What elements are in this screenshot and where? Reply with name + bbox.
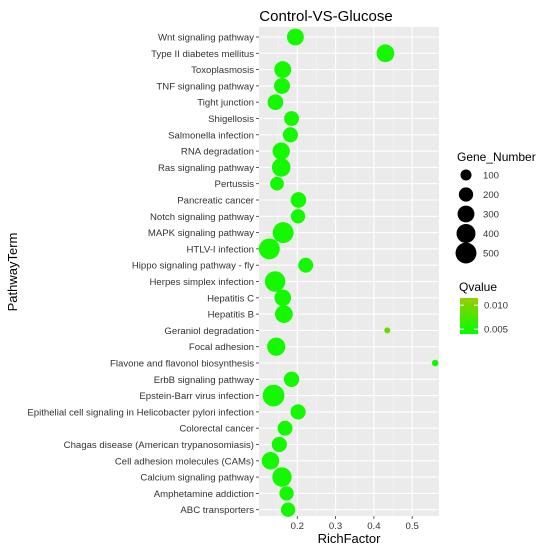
data-point [267,94,284,111]
y-tick-label: Type II diabetes mellitus [151,49,254,60]
y-tick-label: Shigellosis [208,114,254,125]
size-legend-dot [458,187,474,202]
size-legend-title: Gene_Number [457,150,536,164]
plot-panel [259,27,439,516]
data-point [290,192,307,208]
y-tick-label: MAPK signaling pathway [148,228,254,239]
y-tick-label: Wnt signaling pathway [158,33,254,44]
data-point [267,337,286,356]
data-point [264,271,286,292]
size-legend-dot [460,169,472,181]
color-bar [460,298,478,334]
x-tick-label: 0.5 [406,521,419,532]
y-tick-label: Geraniol degradation [164,326,254,337]
y-tick-label: Cell adhesion molecules (CAMs) [115,456,254,467]
color-legend-ticks: 0.005 0.010 [460,301,508,336]
data-point [286,28,304,46]
y-tick-label: Hippo signaling pathway - fly [132,261,254,272]
data-point [274,77,290,94]
size-legend-label: 400 [483,229,499,240]
y-tick-label: Hepatitis C [207,293,254,304]
y-tick-label: Pertussis [215,179,255,190]
size-legend-dot [457,205,475,223]
size-legend-dot [455,242,477,264]
data-point [283,371,300,387]
data-point [279,486,294,501]
data-point [270,176,284,191]
data-point [282,127,298,143]
y-tick-label: ABC transporters [180,505,254,516]
y-tick-label: Tight junction [197,98,254,109]
data-point [280,502,296,517]
y-tick-label: Epithelial cell signaling in Helicobacte… [27,407,254,418]
y-tick-label: Toxoplasmosis [191,65,254,76]
y-tick-label: Amphetamine addiction [154,489,254,500]
data-point [271,436,287,453]
data-point [274,289,292,307]
x-axis-title: RichFactor [318,531,382,546]
size-legend-dot [456,224,476,243]
y-tick-label: Calcium signaling pathway [140,473,254,484]
y-tick-label: Pancreatic cancer [177,196,255,207]
y-tick-label: RNA degradation [181,147,254,158]
y-tick-label: Notch signaling pathway [150,212,254,223]
x-tick-label: 0.4 [367,521,381,532]
x-tick-labels: 0.2 0.3 0.4 0.5 [291,516,419,532]
data-point [376,44,395,63]
y-tick-label: Focal adhesion [189,342,254,353]
y-tick-label: TNF signaling pathway [156,81,254,92]
y-tick-label: Salmonella infection [168,130,254,141]
y-tick-label: Epstein-Barr virus infection [139,391,254,402]
data-point [284,111,299,126]
color-legend-label: 0.010 [484,301,508,312]
y-tick-label: Ras signaling pathway [158,163,254,174]
color-legend-label: 0.005 [484,325,508,336]
size-legend-label: 100 [483,171,499,182]
data-point [274,61,292,79]
size-legend-label: 300 [483,210,499,221]
points-layer [258,28,439,517]
data-point [272,222,294,244]
data-point [275,305,293,323]
y-tick-label: Flavone and flavonol biosynthesis [110,359,254,370]
y-tick-label: Colorectal cancer [179,424,254,435]
data-point [262,384,285,407]
y-tick-label: Herpes simplex infection [149,277,254,288]
data-point [258,238,280,260]
data-point [290,404,306,420]
y-tick-label: Chagas disease (American trypanosomiasis… [64,440,254,451]
y-axis-title: PathwayTerm [5,233,20,312]
data-point [272,142,290,160]
size-legend-label: 200 [483,190,499,201]
data-point [277,420,293,436]
y-tick-label: ErbB signaling pathway [154,375,254,386]
data-point [271,158,291,177]
size-legend: Gene_Number 100 200 300 400 500 [455,150,536,264]
data-point [298,257,314,273]
chart-title: Control-VS-Glucose [259,8,392,25]
color-legend-title: Qvalue [459,280,497,294]
y-tick-labels: Wnt signaling pathway Type II diabetes me… [27,33,259,516]
data-point [431,359,439,367]
size-legend-items: 100 200 300 400 500 [455,169,499,264]
data-point [290,209,306,224]
data-point [272,467,292,487]
x-tick-label: 0.3 [329,521,342,532]
data-point [384,327,391,334]
y-tick-label: Hepatitis B [208,310,254,321]
x-tick-label: 0.2 [291,521,304,532]
data-point [261,452,280,470]
size-legend-label: 500 [483,249,499,260]
color-legend: Qvalue 0.005 0.010 [459,280,508,336]
y-tick-label: HTLV-I infection [186,244,254,255]
